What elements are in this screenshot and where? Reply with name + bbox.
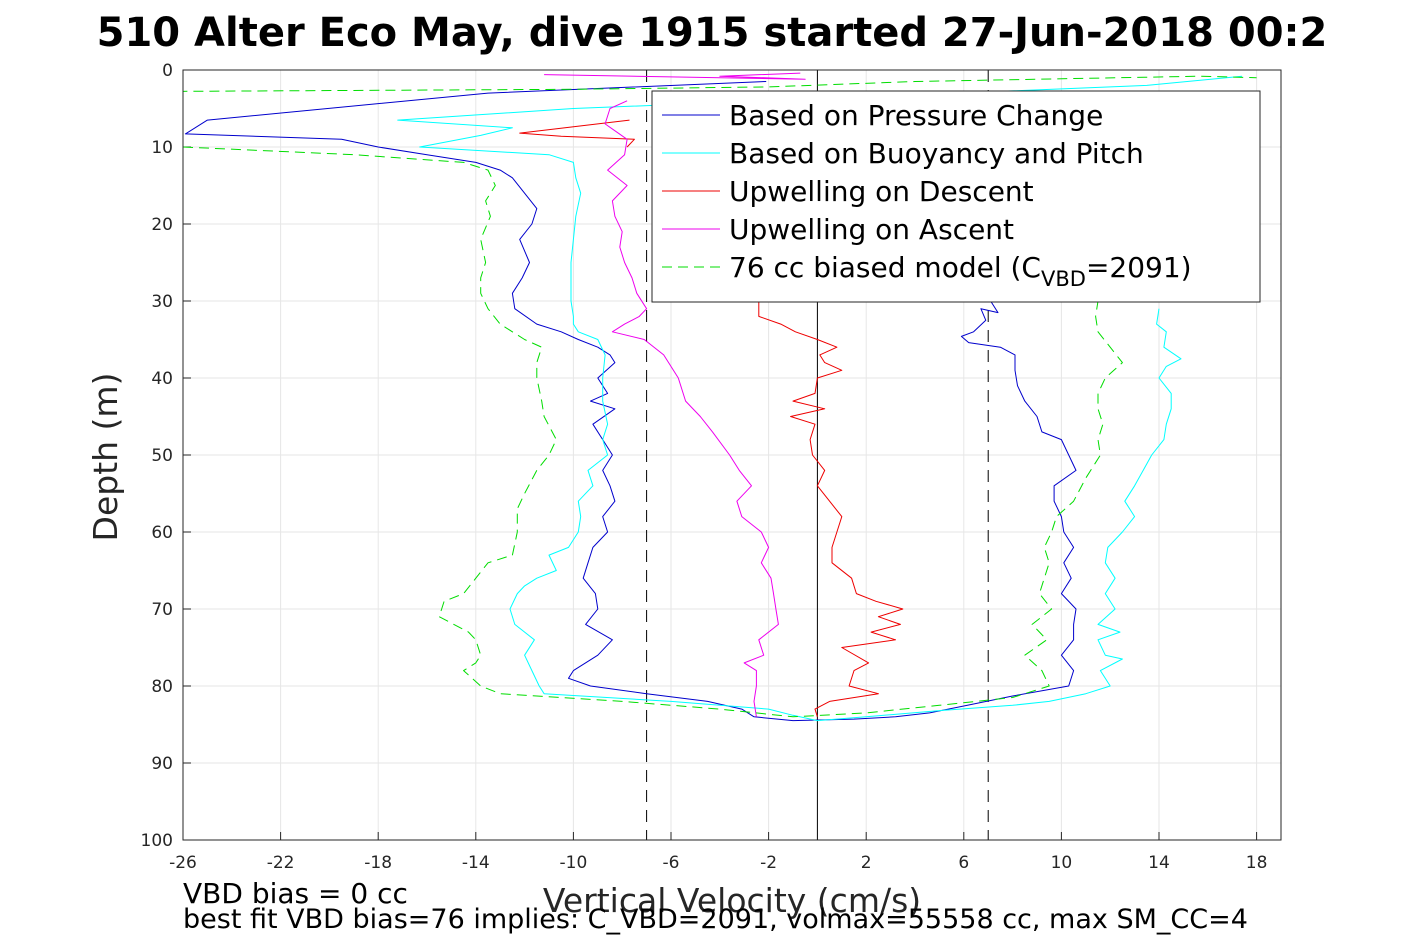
series-line-upwelling-on-ascent <box>544 72 806 80</box>
legend-label: Based on Pressure Change <box>729 99 1103 132</box>
y-tick-label: 50 <box>151 446 173 466</box>
series-line-76-cc-biased-model <box>183 146 1123 718</box>
legend-label: 76 cc biased model (CVBD=2091) <box>729 251 1192 291</box>
x-tick-label: -6 <box>663 853 680 873</box>
x-tick-label: -10 <box>560 853 588 873</box>
series-line-upwelling-on-ascent <box>604 100 779 717</box>
x-tick-label: 10 <box>1051 853 1073 873</box>
chart-title: 510 Alter Eco May, dive 1915 started 27-… <box>97 10 1328 56</box>
y-tick-label: 20 <box>151 215 173 235</box>
y-tick-label: 60 <box>151 523 173 543</box>
x-tick-label: 18 <box>1246 853 1268 873</box>
best-fit-note: best fit VBD bias=76 implies: C_VBD=2091… <box>183 904 1248 935</box>
legend-label: Based on Buoyancy and Pitch <box>729 137 1144 170</box>
x-tick-label: -2 <box>760 853 777 873</box>
legend-label: Upwelling on Descent <box>729 175 1034 208</box>
y-tick-label: 40 <box>151 369 173 389</box>
x-tick-label: 2 <box>861 853 872 873</box>
x-tick-label: 14 <box>1148 853 1170 873</box>
y-tick-label: 90 <box>151 754 173 774</box>
legend-label: Upwelling on Ascent <box>729 213 1014 246</box>
x-tick-label: -18 <box>364 853 392 873</box>
x-tick-label: -14 <box>462 853 490 873</box>
legend-box <box>651 90 1261 303</box>
legend: Based on Pressure Change Based on Buoyanc… <box>651 90 1261 303</box>
y-tick-label: 100 <box>141 831 173 851</box>
y-axis-label: Depth (m) <box>86 373 125 542</box>
x-tick-labels: -26 -22 -18 -14 -10 -6 -2 2 6 10 14 18 <box>169 853 1267 873</box>
x-tick-label: -22 <box>267 853 295 873</box>
series-group <box>183 72 1257 722</box>
vbd-bias-note: VBD bias = 0 cc <box>183 877 408 910</box>
y-tick-label: 70 <box>151 600 173 620</box>
x-axis-label: Vertical Velocity (cm/s) <box>543 881 921 920</box>
series-line-based-on-pressure-change <box>184 81 1077 722</box>
series-line-upwelling-on-descent <box>519 119 635 148</box>
series-line-based-on-buoyancy-and-pitch <box>397 75 1243 722</box>
y-tick-label: 10 <box>151 138 173 158</box>
x-tick-label: -26 <box>169 853 197 873</box>
series-line-76-cc-biased-model <box>183 75 1257 92</box>
y-tick-labels: 0 10 20 30 40 50 60 70 80 90 100 <box>141 61 173 851</box>
y-tick-label: 30 <box>151 292 173 312</box>
plot-frame <box>182 69 1282 841</box>
legend-subscript: VBD <box>1041 267 1086 291</box>
series-line-upwelling-on-descent <box>758 301 904 717</box>
y-tick-label: 0 <box>162 61 173 81</box>
y-tick-label: 80 <box>151 677 173 697</box>
x-tick-label: 6 <box>958 853 969 873</box>
